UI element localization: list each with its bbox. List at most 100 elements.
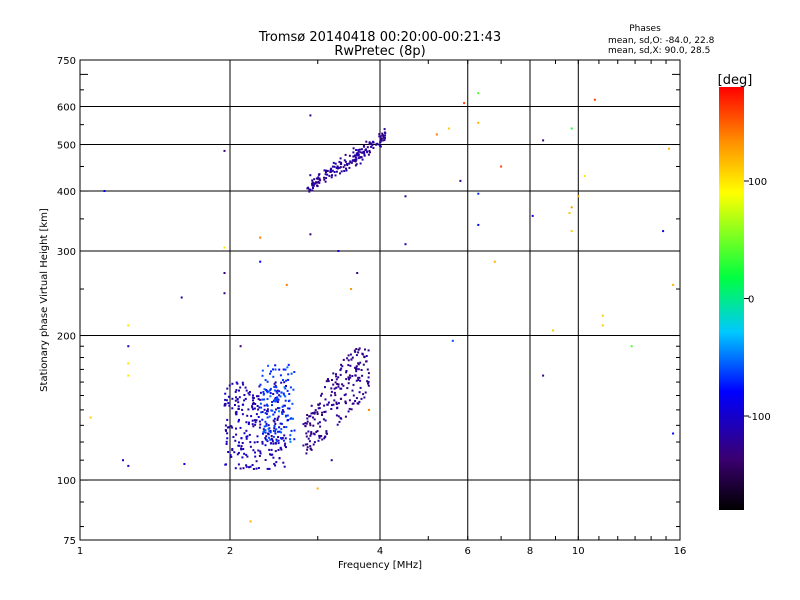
- scatter-point: [358, 347, 361, 350]
- scatter-point: [261, 411, 264, 413]
- scatter-point: [327, 378, 329, 381]
- scatter-point: [583, 175, 586, 177]
- scatter-point: [336, 167, 339, 170]
- scatter-point: [239, 426, 242, 429]
- scatter-point: [246, 455, 249, 458]
- scatter-point: [257, 398, 260, 401]
- scatter-point: [265, 422, 268, 425]
- scatter-point: [316, 430, 319, 432]
- scatter-point: [127, 345, 130, 348]
- scatter-point: [570, 206, 573, 209]
- scatter-point: [251, 423, 254, 426]
- scatter-point: [366, 151, 369, 154]
- scatter-point: [248, 466, 250, 469]
- scatter-point: [286, 419, 289, 422]
- scatter-point: [274, 384, 277, 387]
- scatter-point: [275, 428, 278, 431]
- scatter-point: [240, 448, 243, 451]
- scatter-point: [245, 421, 248, 424]
- scatter-point: [378, 133, 381, 136]
- scatter-point: [279, 395, 282, 398]
- scatter-point: [305, 422, 308, 425]
- scatter-point: [225, 440, 228, 443]
- scatter-point: [324, 180, 327, 183]
- scatter-point: [259, 260, 262, 263]
- scatter-point: [343, 394, 346, 397]
- scatter-point: [630, 345, 633, 348]
- scatter-point: [335, 403, 338, 405]
- scatter-point: [255, 413, 258, 416]
- scatter-point: [357, 376, 360, 379]
- scatter-point: [381, 134, 384, 137]
- scatter-point: [352, 147, 355, 150]
- scatter-point: [227, 402, 230, 405]
- scatter-point: [339, 172, 341, 175]
- scatter-point: [269, 453, 271, 456]
- scatter-point: [278, 457, 281, 460]
- scatter-point: [352, 394, 355, 397]
- scatter-point: [225, 429, 227, 432]
- scatter-point: [259, 450, 262, 453]
- scatter-point: [310, 432, 313, 435]
- scatter-point: [229, 454, 232, 457]
- scatter-point: [304, 424, 307, 427]
- y-tick-label: 750: [57, 56, 76, 67]
- scatter-point: [251, 405, 253, 408]
- scatter-point: [257, 449, 260, 452]
- scatter-point: [352, 402, 355, 405]
- scatter-point: [245, 453, 248, 456]
- scatter-point: [224, 398, 227, 401]
- scatter-point: [237, 444, 240, 447]
- scatter-point: [308, 190, 311, 193]
- scatter-point: [552, 329, 555, 332]
- scatter-point: [261, 374, 264, 377]
- scatter-point: [278, 407, 281, 410]
- colorbar-tick-label: 100: [748, 177, 767, 188]
- scatter-point: [277, 436, 280, 438]
- scatter-point: [288, 407, 291, 410]
- scatter-point: [237, 451, 240, 454]
- scatter-point: [332, 383, 335, 386]
- scatter-point: [357, 150, 360, 153]
- scatter-point: [384, 136, 386, 139]
- scatter-point: [350, 288, 353, 290]
- scatter-point: [339, 373, 342, 376]
- scatter-point: [226, 387, 229, 390]
- scatter-point: [340, 387, 343, 390]
- scatter-point: [228, 384, 231, 387]
- scatter-point: [672, 432, 675, 435]
- scatter-point: [223, 246, 226, 249]
- scatter-point: [122, 459, 124, 462]
- scatter-point: [246, 414, 249, 417]
- y-axis-label: Stationary phase Virtual Height [km]: [39, 208, 50, 392]
- scatter-point: [237, 408, 240, 410]
- scatter-point: [355, 365, 358, 368]
- scatter-point: [323, 437, 326, 440]
- scatter-point: [274, 432, 277, 435]
- scatter-point: [316, 177, 319, 180]
- scatter-point: [231, 382, 234, 385]
- scatter-point: [268, 467, 271, 470]
- scatter-point: [263, 408, 266, 411]
- scatter-point: [252, 425, 255, 428]
- scatter-point: [372, 147, 375, 149]
- scatter-point: [338, 160, 341, 163]
- scatter-point: [348, 162, 351, 165]
- scatter-point: [260, 406, 263, 409]
- scatter-point: [283, 465, 286, 468]
- scatter-point: [357, 149, 360, 152]
- scatter-point: [282, 404, 285, 407]
- scatter-point: [293, 429, 296, 432]
- scatter-point: [367, 349, 370, 352]
- colorbar-tick-label: -100: [748, 412, 771, 423]
- scatter-point: [248, 421, 250, 424]
- scatter-point: [337, 415, 340, 418]
- scatter-point: [353, 349, 356, 352]
- scatter-point: [370, 145, 373, 148]
- scatter-point: [277, 415, 280, 418]
- scatter-point: [256, 405, 259, 407]
- colorbar-tick-label: 0: [748, 295, 754, 306]
- scatter-point: [285, 283, 288, 286]
- scatter-point: [354, 156, 357, 159]
- scatter-point: [224, 392, 227, 395]
